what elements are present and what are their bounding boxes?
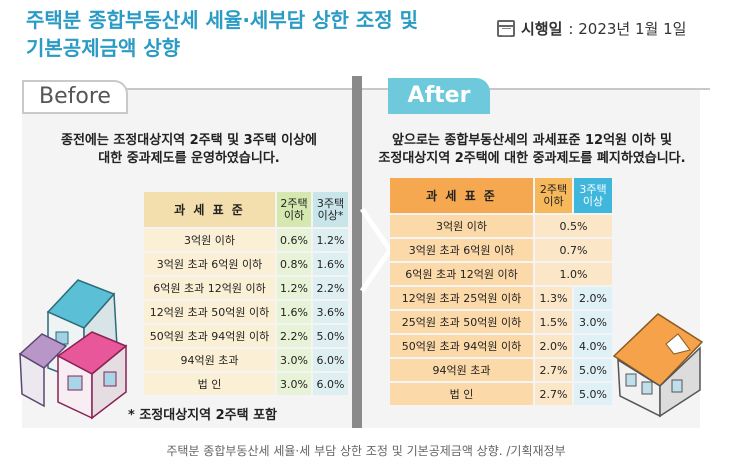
rate-two-homes: 0.6% — [275, 228, 312, 253]
rate-three-homes: 2.0% — [572, 286, 612, 311]
table-row: 12억원 초과 50억원 이하 1.6% 3.6% — [144, 300, 348, 325]
date-value: : 2023년 1월 1일 — [568, 20, 687, 38]
header-tax-base: 과 세 표 준 — [144, 192, 276, 229]
after-tag: After — [388, 78, 490, 114]
rate-three-homes: 5.0% — [572, 358, 612, 383]
table-row: 12억원 초과 25억원 이하 1.3% 2.0% — [390, 286, 612, 311]
table-row: 50억원 초과 94억원 이하 2.2% 5.0% — [144, 324, 348, 349]
table-row: 94억원 초과 2.7% 5.0% — [390, 358, 612, 383]
rate-three-homes: 5.0% — [572, 382, 612, 407]
after-description: 앞으로는 종합부동산세의 과세표준 12억원 이하 및 조정대상지역 2주택에 … — [364, 132, 700, 168]
table-header-row: 과 세 표 준 2주택 이하 3주택 이상 — [390, 178, 612, 215]
tax-base-cell: 3억원 초과 6억원 이하 — [390, 238, 534, 263]
rate-unified: 0.7% — [533, 238, 612, 263]
top-rule — [22, 88, 710, 90]
after-desc-line-1: 앞으로는 종합부동산세의 과세표준 12억원 이하 및 — [392, 133, 672, 148]
table-row: 법 인 3.0% 6.0% — [144, 372, 348, 397]
tax-base-cell: 6억원 초과 12억원 이하 — [144, 276, 276, 301]
tax-base-cell: 50억원 초과 94억원 이하 — [144, 324, 276, 349]
before-rate-table: 과 세 표 준 2주택 이하 3주택 이상* 3억원 이하 0.6% 1.2% 3억… — [144, 192, 348, 397]
tax-base-cell: 12억원 초과 25억원 이하 — [390, 286, 534, 311]
rate-two-homes: 1.6% — [275, 300, 312, 325]
caption-spacer — [0, 428, 732, 436]
tax-base-cell: 법 인 — [390, 382, 534, 407]
tax-base-cell: 법 인 — [144, 372, 276, 397]
rate-unified: 1.0% — [533, 262, 612, 287]
rate-unified: 0.5% — [533, 214, 612, 239]
tax-base-cell: 6억원 초과 12억원 이하 — [390, 262, 534, 287]
title-line-1: 주택분 종합부동산세 세율·세부담 상한 조정 및 — [26, 8, 419, 32]
header-two-homes-l1: 2주택 — [539, 182, 568, 196]
date-label: 시행일 — [521, 20, 563, 38]
header-three-homes-l2: 이상 — [582, 194, 604, 208]
tax-base-cell: 3억원 초과 6억원 이하 — [144, 252, 276, 277]
tax-base-cell: 94억원 초과 — [390, 358, 534, 383]
rate-two-homes: 3.0% — [275, 372, 312, 397]
table-row: 6억원 초과 12억원 이하 1.2% 2.2% — [144, 276, 348, 301]
effective-date: 시행일 : 2023년 1월 1일 — [497, 18, 686, 39]
header-two-homes-l2: 이하 — [283, 208, 305, 222]
before-desc-line-1: 종전에는 조정대상지역 2주택 및 3주택 이상에 — [60, 133, 317, 148]
header-two-homes-l1: 2주택 — [280, 196, 308, 210]
image-caption: 주택분 종합부동산세 세율·세 부담 상한 조정 및 기본공제금액 상향. /기… — [166, 444, 566, 458]
rate-three-homes: 3.6% — [311, 300, 348, 325]
header-two-homes-l2: 이하 — [543, 194, 564, 208]
header-three-homes-l2: 이상* — [317, 208, 344, 222]
table-row: 3억원 초과 6억원 이하 0.8% 1.6% — [144, 252, 348, 277]
rate-three-homes: 3.0% — [572, 310, 612, 335]
tax-base-cell: 25억원 초과 50억원 이하 — [390, 310, 534, 335]
rate-three-homes: 5.0% — [311, 324, 348, 349]
rate-two-homes: 2.7% — [533, 358, 573, 383]
before-desc-line-2: 대한 중과제도를 운영하였습니다. — [98, 151, 280, 166]
rate-two-homes: 0.8% — [275, 252, 312, 277]
before-footnote: * 조정대상지역 2주택 포함 — [128, 408, 278, 423]
before-tag: Before — [22, 80, 128, 114]
rate-three-homes: 4.0% — [572, 334, 612, 359]
header-three-homes-l1: 3주택 — [579, 182, 607, 196]
table-row: 3억원 이하 0.5% — [390, 214, 612, 239]
table-row: 3억원 초과 6억원 이하 0.7% — [390, 238, 612, 263]
title-line-2: 기본공제금액 상향 — [26, 36, 181, 60]
rate-three-homes: 2.2% — [311, 276, 348, 301]
table-row: 50억원 초과 94억원 이하 2.0% 4.0% — [390, 334, 612, 359]
rate-two-homes: 2.0% — [533, 334, 573, 359]
tax-base-cell: 94억원 초과 — [144, 348, 276, 373]
tax-base-cell: 12억원 초과 50억원 이하 — [144, 300, 276, 325]
rate-three-homes: 6.0% — [311, 348, 348, 373]
header-tax-base: 과 세 표 준 — [390, 178, 534, 215]
center-divider — [352, 76, 362, 428]
tax-base-cell: 3억원 이하 — [144, 228, 276, 253]
rate-three-homes: 6.0% — [311, 372, 348, 397]
header-three-homes: 3주택 이상* — [311, 192, 348, 229]
header-three-homes: 3주택 이상 — [572, 178, 612, 215]
header-three-homes-l1: 3주택 — [316, 196, 345, 210]
after-rate-table: 과 세 표 준 2주택 이하 3주택 이상 3억원 이하 0.5% 3억원 초과 … — [390, 178, 612, 407]
table-header-row: 과 세 표 준 2주택 이하 3주택 이상* — [144, 192, 348, 229]
tax-base-cell: 3억원 이하 — [390, 214, 534, 239]
table-row: 6억원 초과 12억원 이하 1.0% — [390, 262, 612, 287]
after-desc-line-2: 조정대상지역 2주택에 대한 중과제도를 폐지하였습니다. — [378, 151, 686, 166]
table-row: 25억원 초과 50억원 이하 1.5% 3.0% — [390, 310, 612, 335]
rate-three-homes: 1.2% — [311, 228, 348, 253]
rate-two-homes: 1.2% — [275, 276, 312, 301]
rate-two-homes: 3.0% — [275, 348, 312, 373]
tax-base-cell: 50억원 초과 94억원 이하 — [390, 334, 534, 359]
calendar-icon — [497, 20, 515, 37]
houses-illustration-icon — [18, 279, 128, 420]
before-description: 종전에는 조정대상지역 2주택 및 3주택 이상에 대한 중과제도를 운영하였습… — [30, 132, 348, 168]
table-row: 3억원 이하 0.6% 1.2% — [144, 228, 348, 253]
house-illustration-icon — [612, 313, 704, 418]
rate-two-homes: 1.5% — [533, 310, 573, 335]
header-two-homes: 2주택 이하 — [533, 178, 573, 215]
page-title: 주택분 종합부동산세 세율·세부담 상한 조정 및 기본공제금액 상향 — [26, 6, 418, 62]
rate-two-homes: 2.7% — [533, 382, 573, 407]
rate-two-homes: 2.2% — [275, 324, 312, 349]
rate-two-homes: 1.3% — [533, 286, 573, 311]
table-row: 법 인 2.7% 5.0% — [390, 382, 612, 407]
rate-three-homes: 1.6% — [311, 252, 348, 277]
table-row: 94억원 초과 3.0% 6.0% — [144, 348, 348, 373]
header-two-homes: 2주택 이하 — [275, 192, 312, 229]
